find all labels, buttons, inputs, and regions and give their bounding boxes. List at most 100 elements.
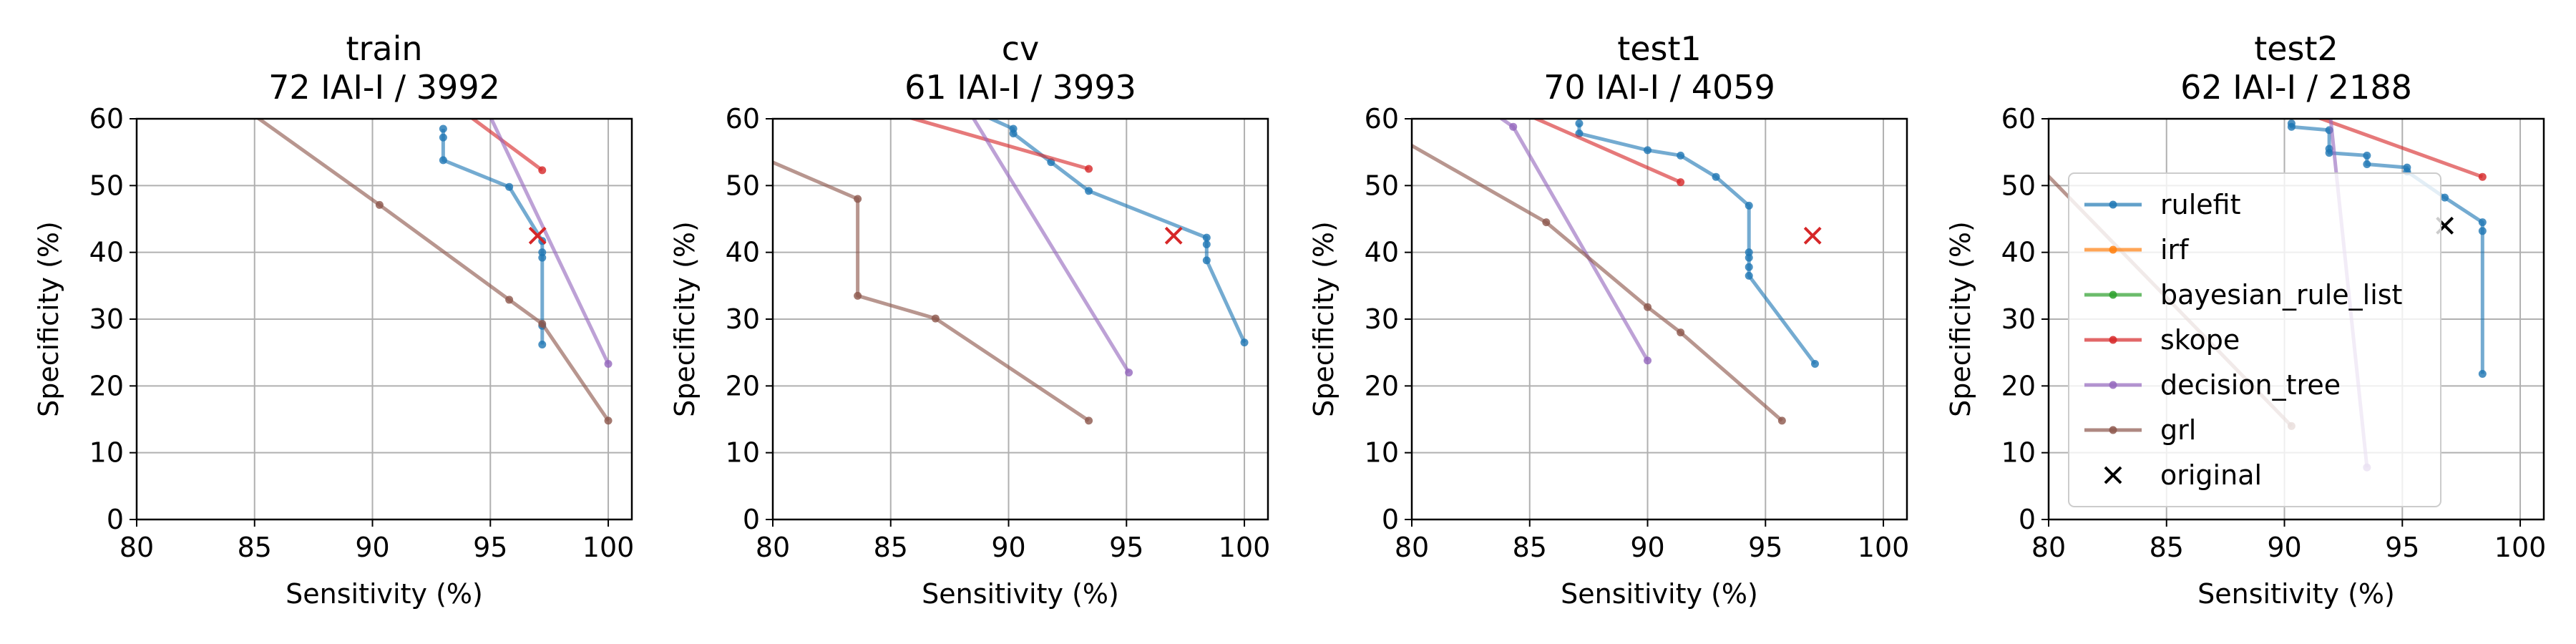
y-tick-label: 50 [726, 170, 760, 201]
data-point-grl [375, 200, 384, 209]
y-tick-label: 30 [89, 303, 124, 335]
data-point-grl [604, 416, 613, 425]
legend-label-original: original [2160, 459, 2262, 491]
y-tick-label: 0 [2019, 504, 2036, 535]
y-tick-label: 0 [743, 504, 760, 535]
legend-marker-rulefit [2109, 200, 2117, 209]
x-axis-label: Sensitivity (%) [2197, 578, 2395, 610]
series-line-skope [2316, 119, 2484, 179]
series-line-skope [907, 119, 1090, 171]
chart-subtitle: 70 IAI-I / 4059 [1543, 68, 1775, 107]
data-point-rulefit [439, 156, 447, 165]
legend-marker-decision_tree [2109, 381, 2117, 389]
chart-subtitle: 72 IAI-I / 3992 [268, 68, 500, 107]
y-axis-label: Specificity (%) [669, 221, 701, 417]
data-point-rulefit [1085, 187, 1093, 195]
legend-box [2068, 172, 2441, 507]
data-point-rulefit [1745, 253, 1753, 262]
series-line-grl [1412, 143, 1783, 422]
data-point-rulefit [505, 182, 514, 191]
data-point-decision_tree [1644, 356, 1652, 365]
data-point-grl [931, 314, 940, 323]
x-tick-label: 100 [1858, 532, 1910, 563]
data-point-decision_tree [1509, 122, 1518, 131]
y-tick-label: 0 [107, 504, 124, 535]
legend-marker-grl [2109, 426, 2117, 434]
x-axis-label: Sensitivity (%) [286, 578, 483, 610]
data-point-grl [854, 195, 862, 203]
x-tick-label: 100 [1219, 532, 1271, 563]
legend-marker-bayesian_rule_list [2109, 291, 2117, 299]
data-point-rulefit [1202, 233, 1211, 242]
data-point-skope [1502, 102, 1510, 109]
data-point-rulefit [538, 253, 547, 262]
y-tick-label: 30 [726, 303, 760, 335]
y-tick-label: 30 [2001, 303, 2036, 335]
y-tick-label: 40 [2001, 237, 2036, 268]
y-tick-label: 20 [1365, 370, 1399, 401]
data-point-rulefit [2478, 218, 2487, 227]
y-tick-label: 50 [2001, 170, 2036, 201]
data-point-rulefit [1677, 151, 1685, 160]
x-tick-label: 100 [582, 532, 635, 563]
data-point-skope [1677, 178, 1685, 187]
data-point-grl [1085, 416, 1093, 425]
data-point-grl [1777, 416, 1786, 425]
y-tick-label: 0 [1382, 504, 1399, 535]
x-tick-label: 85 [1513, 532, 1547, 563]
x-tick-label: 95 [2385, 532, 2419, 563]
data-point-skope [538, 166, 547, 175]
data-point-rulefit [2325, 149, 2333, 157]
original-marker [528, 226, 547, 245]
data-point-rulefit [1009, 130, 1018, 138]
data-point-decision_tree [1478, 102, 1486, 109]
x-tick-label: 80 [2031, 532, 2066, 563]
data-point-rulefit [2363, 160, 2371, 168]
y-axis-label: Specificity (%) [33, 221, 64, 417]
legend-label-grl: grl [2160, 414, 2196, 446]
legend-label-decision_tree: decision_tree [2160, 369, 2341, 401]
x-tick-label: 80 [1395, 532, 1429, 563]
data-point-rulefit [439, 133, 447, 142]
data-point-rulefit [1644, 146, 1652, 155]
y-tick-label: 10 [89, 437, 124, 469]
x-tick-label: 95 [473, 532, 507, 563]
chart-title: train [346, 29, 422, 68]
data-point-grl [538, 320, 547, 328]
chart-subtitle: 61 IAI-I / 3993 [904, 68, 1136, 107]
data-point-skope [1085, 165, 1093, 173]
data-point-grl [746, 148, 753, 156]
x-axis-label: Sensitivity (%) [922, 578, 1119, 610]
data-point-rulefit [1745, 201, 1753, 210]
data-point-rulefit [1575, 119, 1584, 128]
x-tick-label: 90 [991, 532, 1025, 563]
x-tick-label: 80 [756, 532, 790, 563]
y-tick-label: 40 [89, 237, 124, 268]
x-tick-label: 85 [238, 532, 272, 563]
y-tick-label: 60 [89, 103, 124, 135]
plot-area [255, 119, 613, 425]
data-point-rulefit [1202, 256, 1211, 265]
series-line-rulefit [1577, 123, 1817, 366]
plot-area [1412, 102, 1819, 425]
data-point-grl [505, 296, 514, 304]
legend-marker-skope [2109, 336, 2117, 344]
legend-label-bayesian_rule_list: bayesian_rule_list [2160, 279, 2402, 311]
y-tick-label: 10 [2001, 437, 2036, 469]
data-point-grl [854, 291, 862, 300]
data-point-grl [1542, 218, 1551, 227]
legend-marker-original [2104, 466, 2122, 484]
data-point-rulefit [1240, 338, 1249, 347]
x-tick-label: 85 [874, 532, 908, 563]
data-point-rulefit [1745, 263, 1753, 271]
y-axis-label: Specificity (%) [1308, 221, 1340, 417]
data-point-skope [2478, 172, 2487, 181]
series-line-decision_tree [971, 119, 1131, 374]
legend-marker-irf [2109, 245, 2117, 254]
data-point-rulefit [2363, 151, 2371, 160]
